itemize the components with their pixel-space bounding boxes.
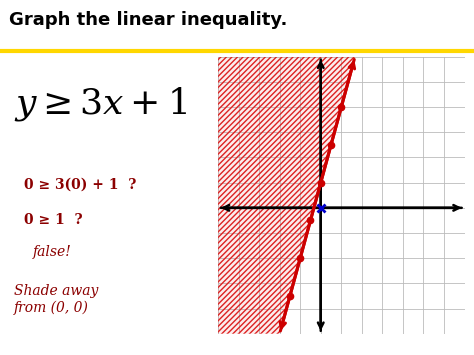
Text: 0 ≥ 1  ?: 0 ≥ 1 ? xyxy=(24,213,82,227)
Text: false!: false! xyxy=(33,245,72,259)
Text: 0 ≥ 3(0) + 1  ?: 0 ≥ 3(0) + 1 ? xyxy=(24,178,136,191)
Text: Shade away
from (0, 0): Shade away from (0, 0) xyxy=(14,284,99,315)
Text: $y \geq 3x + 1$: $y \geq 3x + 1$ xyxy=(14,85,187,123)
Text: Graph the linear inequality.: Graph the linear inequality. xyxy=(9,11,288,29)
